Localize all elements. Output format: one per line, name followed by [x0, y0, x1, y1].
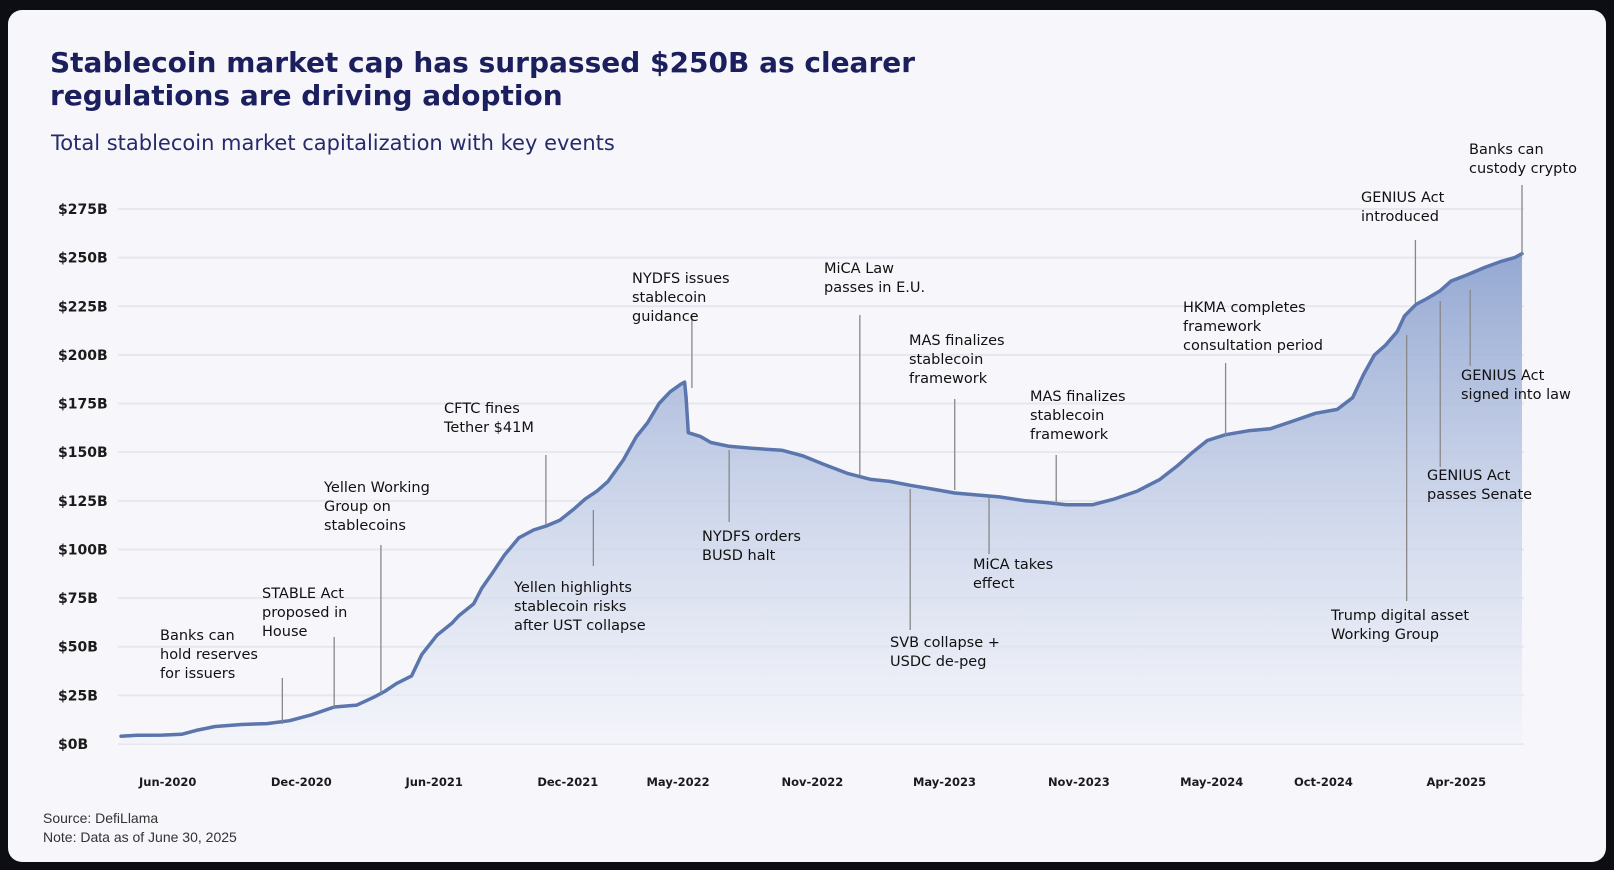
annotation-label: Banks can custody crypto [1469, 142, 1577, 177]
x-tick-label: Dec-2021 [537, 775, 598, 789]
y-tick-label: $25B [58, 688, 98, 704]
annotation-label: SVB collapse + USDC de-peg [890, 635, 1000, 670]
y-tick-label: $75B [58, 591, 98, 607]
annotation-label: Yellen Working Group on stablecoins [323, 480, 430, 534]
chart-subtitle: Total stablecoin market capitalization w… [51, 131, 615, 155]
annotation-label: CFTC fines Tether $41M [443, 401, 534, 436]
x-tick-label: Oct-2024 [1294, 775, 1353, 789]
annotation-label: MiCA takes effect [973, 557, 1053, 592]
x-tick-label: Apr-2025 [1426, 775, 1486, 789]
annotation-label: GENIUS Act passes Senate [1427, 468, 1532, 503]
annotation-label: MiCA Law passes in E.U. [824, 261, 925, 296]
y-tick-label: $100B [58, 542, 108, 558]
x-tick-label: Dec-2020 [271, 775, 332, 789]
chart-title: Stablecoin market cap has surpassed $250… [50, 46, 916, 112]
y-tick-label: $250B [58, 251, 108, 267]
y-tick-label: $200B [58, 348, 108, 364]
annotation-layer: Banks can hold reserves for issuersSTABLE … [160, 142, 1577, 724]
area-layer [119, 251, 1524, 744]
y-tick-label: $0B [58, 737, 88, 753]
y-tick-label: $225B [58, 299, 108, 315]
y-tick-label: $125B [58, 494, 108, 510]
annotation-label: STABLE Act proposed in House [262, 586, 347, 640]
y-tick-label: $275B [58, 202, 108, 218]
source-note: Source: DefiLlama [43, 810, 159, 826]
x-tick-label: Jun-2021 [404, 775, 462, 789]
x-tick-label: Jun-2020 [138, 775, 196, 789]
series-area [121, 253, 1522, 744]
y-tick-label: $150B [58, 445, 108, 461]
annotation-label: GENIUS Act signed into law [1461, 368, 1571, 403]
annotation-label: MAS finalizes stablecoin framework [909, 333, 1005, 387]
x-tick-label: Nov-2023 [1048, 775, 1110, 789]
annotation-label: Yellen highlights stablecoin risks after U… [513, 580, 646, 634]
annotation-label: MAS finalizes stablecoin framework [1030, 389, 1126, 443]
x-tick-label: Nov-2022 [781, 775, 843, 789]
x-tick-label: May-2023 [913, 775, 976, 789]
axis-layer: $0B $25B $50B $75B $100B $125B $150B $175B $200B… [58, 202, 1486, 789]
x-tick-label: May-2024 [1180, 775, 1243, 789]
y-tick-label: $50B [58, 640, 98, 656]
annotation-label: Trump digital asset Working Group [1330, 608, 1469, 643]
annotation-label: NYDFS orders BUSD halt [702, 529, 801, 564]
x-tick-label: May-2022 [646, 775, 709, 789]
annotation-label: HKMA completes framework consultation peri… [1183, 300, 1323, 354]
data-note: Note: Data as of June 30, 2025 [43, 829, 237, 845]
annotation-label: NYDFS issues stablecoin guidance [632, 271, 730, 325]
annotation-label: GENIUS Act introduced [1361, 190, 1445, 225]
annotation-label: Banks can hold reserves for issuers [160, 628, 258, 682]
series-line [119, 251, 1524, 738]
y-tick-label: $175B [58, 397, 108, 413]
